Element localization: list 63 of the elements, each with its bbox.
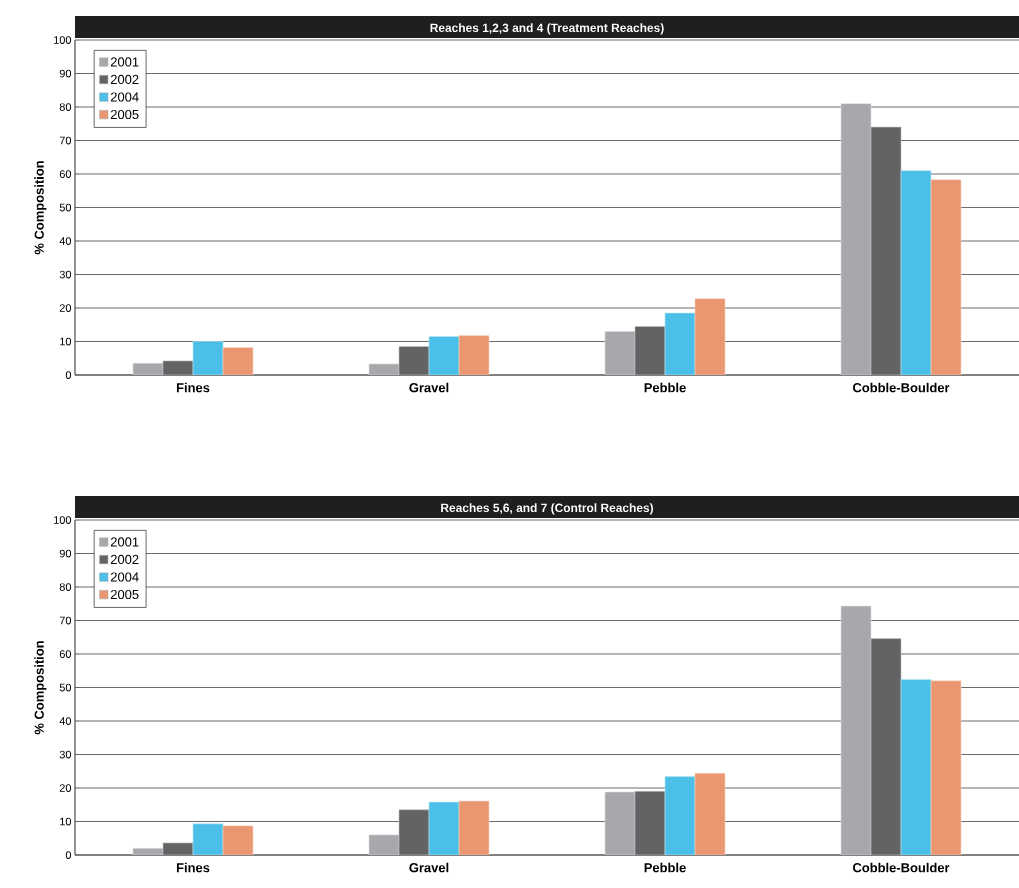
y-tick-label: 70 (59, 136, 72, 145)
chart-title: Reaches 5,6, and 7 (Control Reaches) (441, 503, 654, 515)
y-tick-label: 10 (60, 337, 72, 346)
x-tick-label: Gravel (409, 382, 449, 393)
x-tick-label: Fines (176, 382, 210, 393)
legend-label: 2002 (110, 74, 139, 85)
y-tick-label: 60 (59, 650, 72, 658)
x-tick-label: Fines (176, 862, 210, 873)
bar (398, 809, 430, 856)
legend-label: 2005 (110, 589, 139, 600)
chart-title: Reaches 1,2,3 and 4 (Treatment Reaches) (430, 23, 664, 35)
bar (634, 326, 666, 375)
bar (604, 791, 636, 856)
bar (604, 331, 636, 375)
bar (840, 605, 872, 856)
x-tick-label: Cobble-Boulder (852, 862, 950, 873)
bar (664, 776, 696, 856)
legend-label: 2005 (110, 109, 139, 120)
y-tick-label: 50 (59, 203, 72, 212)
x-tick-label: Pebble (644, 862, 686, 873)
legend-label: 2004 (110, 572, 139, 582)
y-axis-title: % Composition (34, 641, 47, 735)
y-tick-label: 40 (59, 237, 72, 245)
y-tick-label: 10 (60, 817, 72, 826)
bar (664, 312, 696, 375)
bar (930, 179, 962, 375)
y-tick-label: 20 (59, 784, 72, 792)
y-tick-label: 0 (65, 371, 72, 379)
bar (458, 335, 490, 375)
bar (900, 170, 932, 375)
bar (694, 772, 726, 856)
x-tick-label: Pebble (644, 382, 686, 393)
legend-label: 2001 (110, 57, 139, 67)
bar (930, 680, 962, 856)
bar (870, 638, 902, 856)
legend-label: 2001 (110, 537, 139, 547)
y-tick-label: 50 (59, 683, 72, 692)
bar (428, 336, 460, 375)
bar (870, 126, 902, 375)
y-tick-label: 70 (59, 616, 72, 625)
y-axis-title: % Composition (34, 161, 47, 255)
bar (840, 103, 872, 375)
legend-label: 2004 (110, 92, 139, 102)
y-tick-label: 80 (59, 583, 72, 591)
y-tick-label: 20 (59, 304, 72, 312)
bar (900, 679, 932, 856)
y-tick-label: 80 (59, 103, 72, 111)
x-tick-label: Gravel (409, 862, 449, 873)
legend-label: 2002 (110, 554, 139, 565)
y-tick-label: 100 (54, 36, 72, 44)
y-tick-label: 30 (59, 270, 72, 279)
y-tick-label: 0 (65, 851, 72, 859)
y-tick-label: 90 (59, 69, 72, 78)
y-tick-label: 30 (59, 750, 72, 759)
y-tick-label: 90 (59, 549, 72, 558)
x-tick-label: Cobble-Boulder (852, 382, 950, 393)
y-tick-label: 60 (59, 170, 72, 178)
bar (694, 298, 726, 375)
bar (428, 801, 460, 856)
bar (634, 791, 666, 856)
bar (458, 800, 490, 856)
y-tick-label: 40 (59, 717, 72, 725)
y-tick-label: 100 (54, 516, 72, 524)
